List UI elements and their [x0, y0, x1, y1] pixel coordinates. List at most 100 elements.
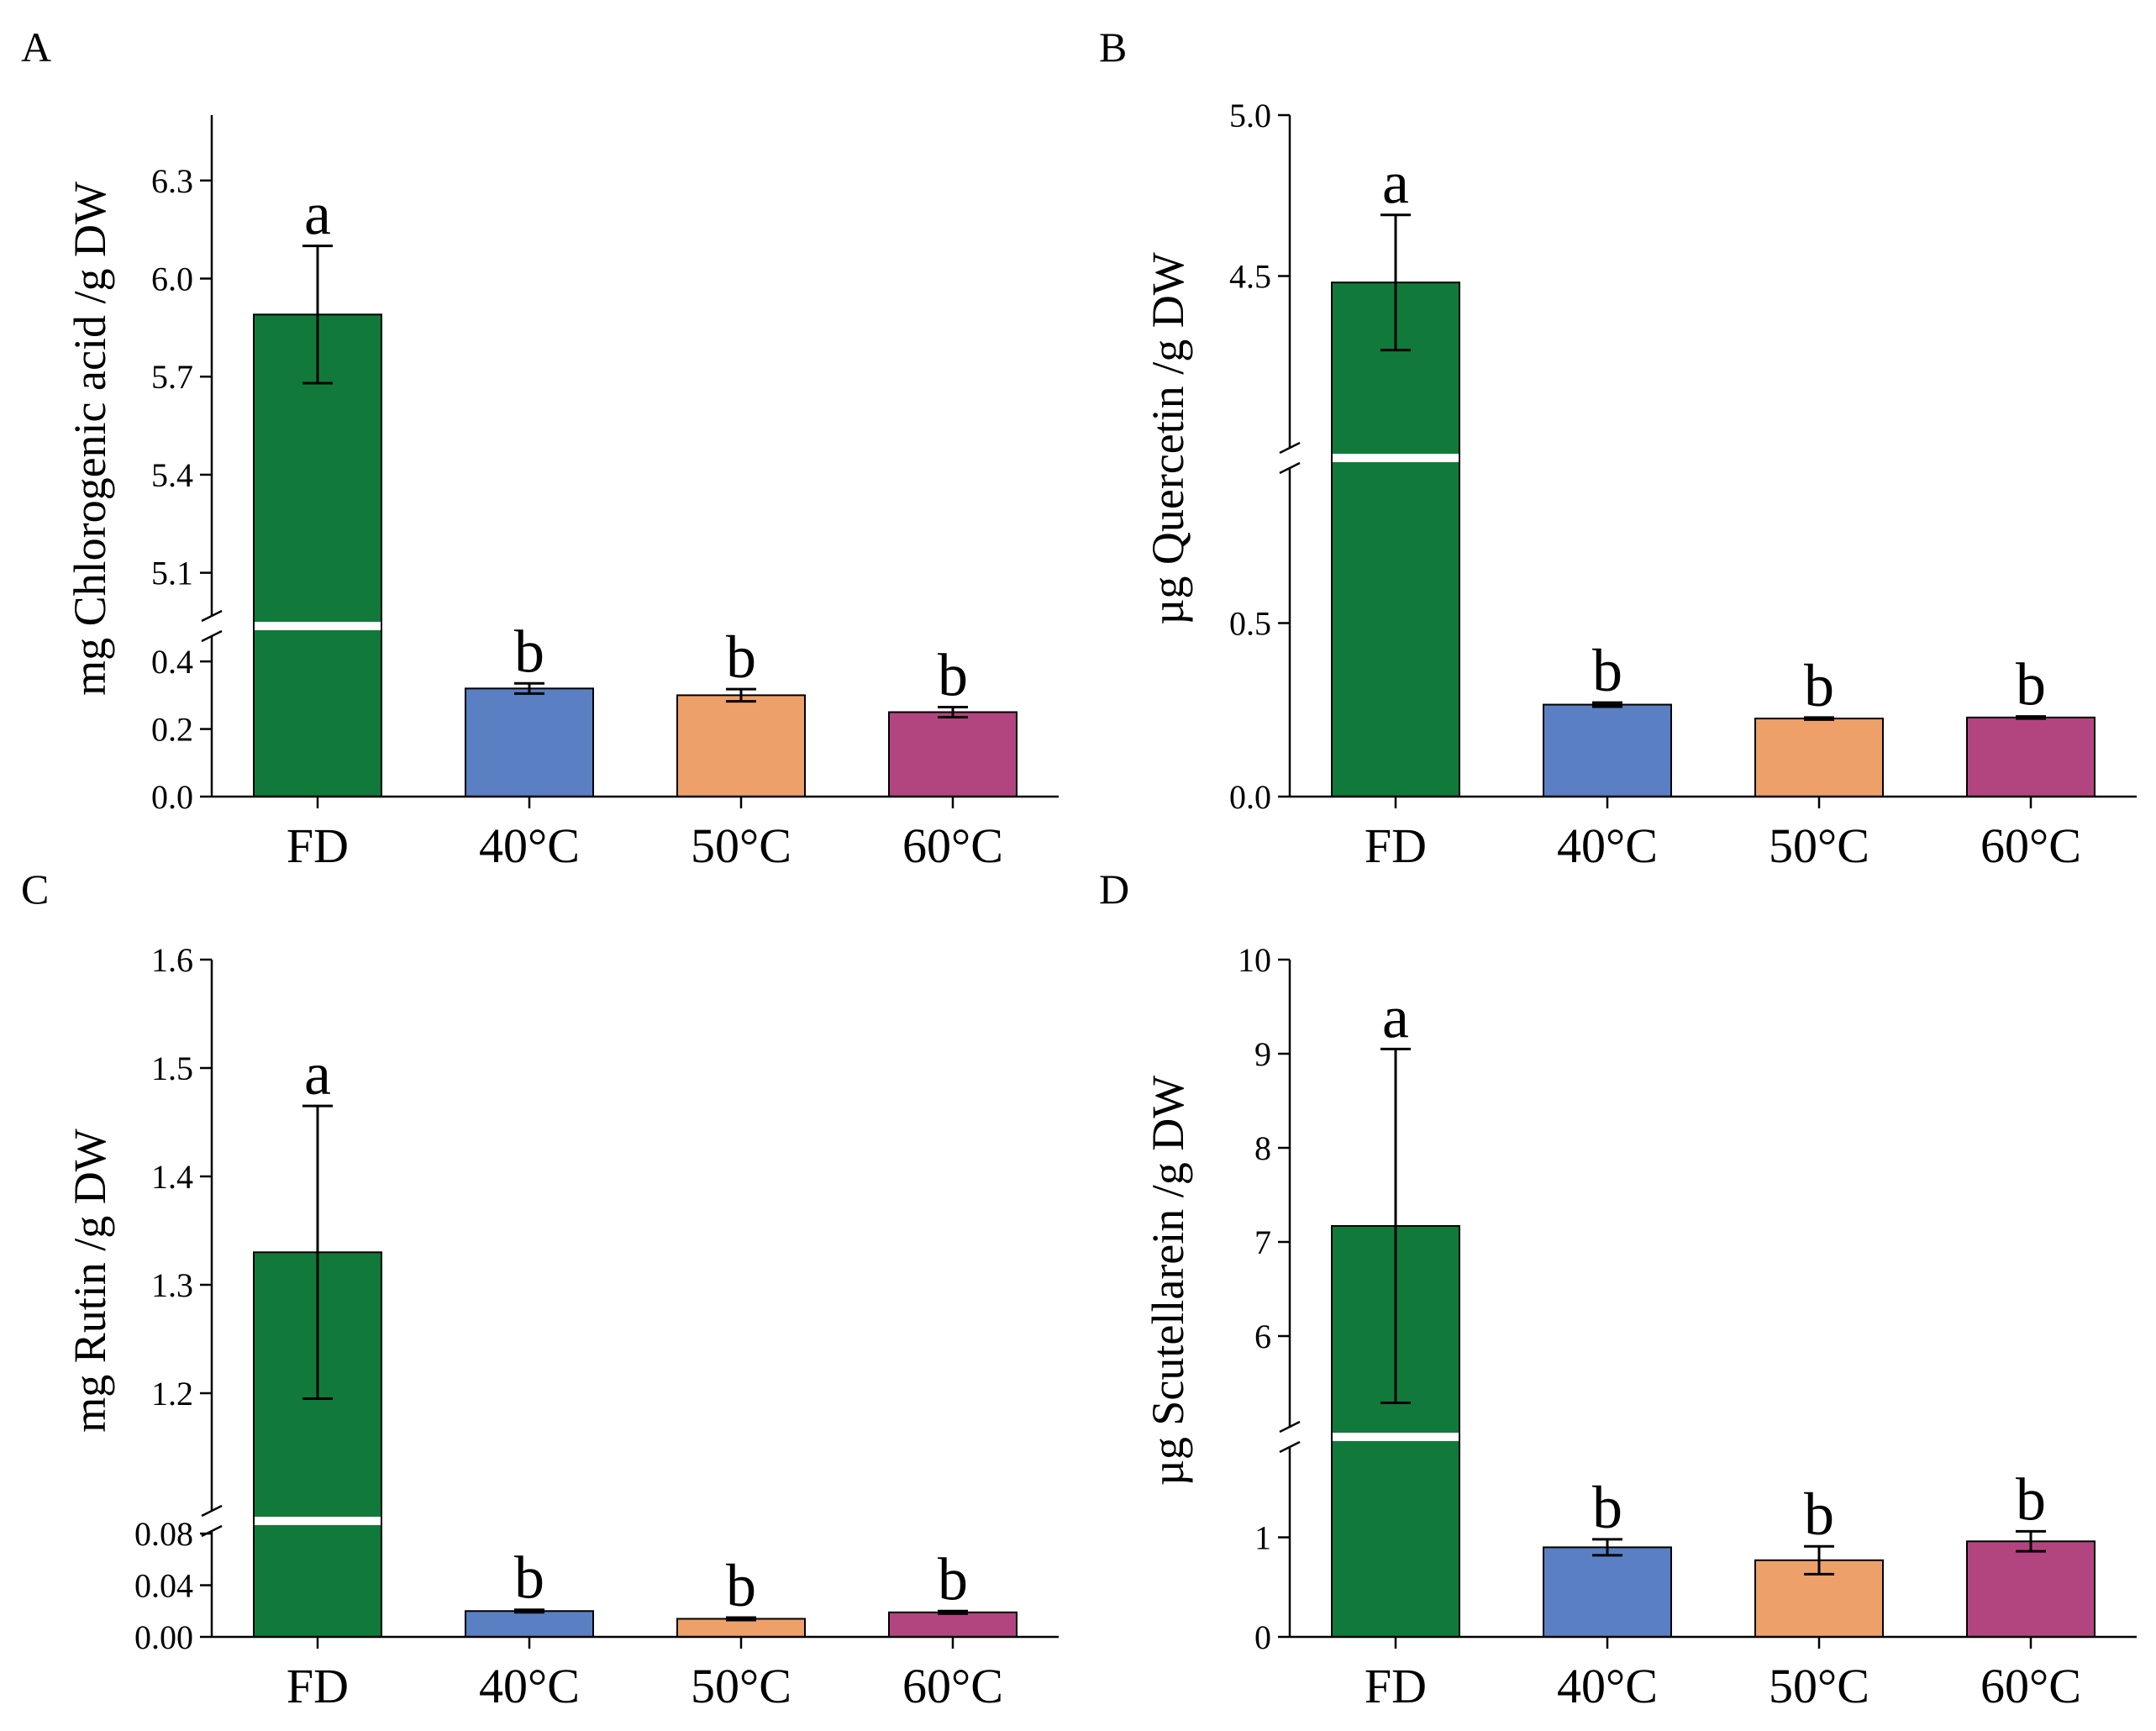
error-bar: [1804, 1544, 1834, 1576]
error-bar: [514, 1608, 544, 1614]
y-axis-title: mg Rutin /g DW: [65, 1129, 115, 1433]
y-tick-label: 9: [1254, 1035, 1271, 1073]
bar: [465, 1610, 594, 1639]
error-bar: [1380, 1047, 1411, 1405]
y-tick-label: 5.4: [151, 456, 193, 494]
error-bar: [514, 681, 544, 695]
error-bar: [2016, 1529, 2046, 1553]
chart-panel-b: Bµg Quercetin /g DW a FD b 40°C b 50°C b 60°C 0.0…: [1099, 24, 2137, 873]
y-axis-title: µg Scutellarein /g DW: [1143, 1076, 1193, 1486]
bar: [1966, 1540, 2096, 1638]
significance-letter: a: [304, 1040, 331, 1108]
bar: [888, 711, 1018, 798]
bar: [1966, 716, 2096, 797]
bar-break-band: [255, 622, 381, 630]
bar: [1754, 718, 1884, 798]
bar: [1543, 703, 1672, 797]
bar: [888, 1611, 1018, 1638]
significance-letter: b: [1804, 1481, 1834, 1548]
significance-letter: a: [1382, 983, 1409, 1050]
bar: [676, 694, 806, 797]
x-tick-label: 50°C: [691, 818, 791, 873]
x-tick-label: 40°C: [479, 1659, 580, 1713]
y-axis-title: µg Quercetin /g DW: [1143, 252, 1193, 625]
x-tick-label: 40°C: [1557, 1659, 1658, 1713]
y-tick-label: 1: [1254, 1519, 1271, 1557]
y-tick-label: 6.0: [151, 260, 193, 298]
y-tick-label: 0.0: [1229, 778, 1271, 816]
axis-break-mark: [201, 629, 223, 643]
significance-letter: b: [2016, 651, 2046, 718]
error-bar: [1380, 213, 1411, 352]
axis-break-mark: [201, 1504, 223, 1518]
x-tick-label: 60°C: [902, 1659, 1003, 1713]
x-tick-label: 50°C: [1769, 818, 1869, 873]
error-bar: [938, 1609, 968, 1615]
error-bar: [1592, 701, 1622, 708]
y-tick-label: 1.5: [151, 1050, 193, 1087]
x-tick-label: FD: [287, 818, 349, 873]
significance-letter: b: [726, 623, 756, 691]
error-bar: [2016, 715, 2046, 720]
y-tick-label: 10: [1238, 941, 1271, 979]
y-tick-label: 0: [1254, 1618, 1271, 1656]
bar-break-band: [1333, 454, 1459, 462]
panel-letter: B: [1099, 24, 1127, 71]
panel-letter: D: [1099, 866, 1129, 913]
y-tick-label: 0.2: [151, 711, 193, 749]
x-tick-label: 60°C: [902, 818, 1003, 873]
y-tick-label: 0.5: [1229, 605, 1271, 643]
bar: [465, 687, 594, 797]
bar: [253, 313, 382, 797]
y-tick-label: 8: [1254, 1129, 1271, 1167]
y-tick-label: 5.7: [151, 358, 193, 396]
y-tick-label: 5.1: [151, 555, 193, 592]
y-tick-label: 5.0: [1229, 97, 1271, 134]
chart-panel-a: Amg Chlorogenic acid /g DW a FD b 40°C b 50°C b…: [21, 24, 1059, 873]
panel-letter: C: [21, 866, 49, 913]
panel-letter: A: [21, 24, 51, 71]
y-tick-label: 1.2: [151, 1375, 193, 1413]
axis-break-mark: [201, 609, 223, 623]
x-tick-label: 50°C: [1769, 1659, 1869, 1713]
axis-break-mark: [1279, 1440, 1301, 1454]
error-bar: [302, 1104, 333, 1400]
significance-letter: b: [938, 1545, 968, 1613]
error-bar: [1804, 716, 1834, 721]
significance-letter: b: [514, 1544, 544, 1612]
error-bar: [938, 705, 968, 719]
axis-break-mark: [1279, 441, 1301, 455]
y-tick-label: 1.3: [151, 1266, 193, 1304]
significance-letter: b: [2016, 1465, 2046, 1533]
y-tick-label: 7: [1254, 1223, 1271, 1261]
chart-panel-d: Dµg Scutellarein /g DW a FD b 40°C b 50°C b 60°C…: [1099, 866, 2137, 1713]
significance-letter: a: [304, 181, 331, 248]
x-tick-label: 40°C: [1557, 818, 1658, 873]
y-axis-title: mg Chlorogenic acid /g DW: [65, 182, 115, 696]
x-tick-label: 60°C: [1980, 1659, 2081, 1713]
significance-letter: b: [1804, 652, 1834, 719]
y-tick-label: 0.00: [134, 1618, 193, 1656]
bar: [1331, 281, 1460, 798]
significance-letter: b: [1592, 1474, 1622, 1541]
y-tick-label: 0.4: [151, 643, 193, 681]
y-tick-label: 0.04: [134, 1567, 193, 1605]
significance-letter: b: [938, 641, 968, 708]
x-tick-label: FD: [287, 1659, 349, 1713]
x-tick-label: FD: [1365, 1659, 1427, 1713]
y-tick-label: 4.5: [1229, 258, 1271, 296]
x-tick-label: 60°C: [1980, 818, 2081, 873]
bar: [676, 1618, 806, 1638]
axis-break-mark: [1279, 461, 1301, 475]
y-tick-label: 1.6: [151, 941, 193, 979]
significance-letter: b: [726, 1552, 756, 1619]
significance-letter: b: [1592, 637, 1622, 704]
error-bar: [302, 245, 333, 385]
x-tick-label: 50°C: [691, 1659, 791, 1713]
y-tick-label: 1.4: [151, 1158, 193, 1196]
chart-panel-c: Cmg Rutin /g DW a FD b 40°C b 50°C b 60°C 0.00 0.0…: [21, 866, 1059, 1713]
y-tick-label: 6.3: [151, 162, 193, 200]
axis-break-mark: [1279, 1420, 1301, 1434]
bar: [1543, 1546, 1672, 1639]
